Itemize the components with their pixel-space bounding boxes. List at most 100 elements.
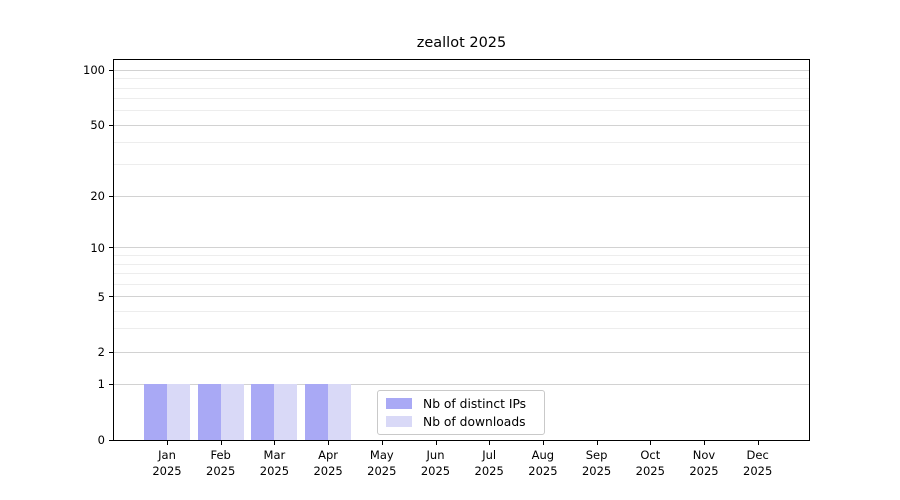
gridline-major-y-100 — [114, 69, 809, 71]
gridline-major-y-10 — [114, 247, 809, 249]
x-tick-month-nov: Nov — [692, 448, 716, 462]
x-tick-label-sep: Sep 2025 — [562, 447, 632, 479]
x-tick-label-may: May 2025 — [347, 447, 417, 479]
x-tick-year-jul: 2025 — [474, 464, 504, 478]
gridline-minor-y-70 — [114, 98, 809, 100]
gridline-minor-y-80 — [114, 87, 809, 89]
x-tick-month-apr: Apr — [318, 448, 339, 462]
x-tick-month-sep: Sep — [585, 448, 608, 462]
x-tick-label-nov: Nov 2025 — [669, 447, 739, 479]
x-tick-month-jun: Jun — [426, 448, 445, 462]
gridline-minor-y-3 — [114, 328, 809, 330]
gridline-minor-y-60 — [114, 110, 809, 112]
x-tick-label-aug: Aug 2025 — [508, 447, 578, 479]
legend-swatch-distinct-ips-icon — [386, 398, 412, 409]
x-tick-label-jun: Jun 2025 — [401, 447, 471, 479]
x-tick-oct — [650, 441, 652, 445]
x-tick-jun — [435, 441, 437, 445]
y-tick-label-5: 5 — [97, 289, 105, 304]
bar-downloads-apr — [328, 384, 352, 440]
gridline-major-y-1 — [114, 383, 809, 385]
chart-title: zeallot 2025 — [416, 35, 507, 51]
legend-item-distinct-ips: Nb of distinct IPs — [386, 397, 544, 411]
x-tick-label-apr: Apr 2025 — [293, 447, 363, 479]
x-tick-month-feb: Feb — [210, 448, 231, 462]
x-tick-label-dec: Dec 2025 — [723, 447, 793, 479]
y-tick-2 — [109, 351, 113, 353]
x-tick-may — [381, 441, 383, 445]
x-tick-year-mar: 2025 — [259, 464, 290, 478]
x-tick-apr — [328, 441, 330, 445]
x-tick-month-aug: Aug — [531, 448, 555, 462]
x-tick-label-oct: Oct 2025 — [615, 447, 685, 479]
x-tick-year-jun: 2025 — [420, 464, 451, 478]
gridline-minor-y-40 — [114, 142, 809, 144]
gridline-major-y-50 — [114, 124, 809, 126]
x-tick-year-feb: 2025 — [206, 464, 236, 478]
legend: Nb of distinct IPs Nb of downloads — [377, 390, 545, 435]
y-tick-20 — [109, 195, 113, 197]
x-tick-year-apr: 2025 — [313, 464, 343, 478]
x-tick-feb — [220, 441, 222, 445]
bar-distinct-ips-mar — [251, 384, 275, 440]
gridline-major-y-2 — [114, 351, 809, 353]
gridline-minor-y-9 — [114, 255, 809, 257]
x-tick-sep — [596, 441, 598, 445]
x-tick-jul — [489, 441, 491, 445]
x-tick-month-dec: Dec — [746, 448, 769, 462]
x-tick-year-aug: 2025 — [528, 464, 558, 478]
x-tick-mar — [274, 441, 276, 445]
plot-area — [113, 59, 810, 441]
legend-swatch-downloads-icon — [386, 416, 412, 427]
x-tick-month-oct: Oct — [640, 448, 661, 462]
y-tick-label-0: 0 — [97, 433, 105, 447]
x-tick-month-jan: Jan — [158, 448, 176, 462]
x-tick-month-jul: Jul — [482, 448, 497, 462]
x-tick-nov — [704, 441, 705, 445]
x-tick-jan — [167, 441, 168, 445]
legend-label-downloads: Nb of downloads — [423, 414, 526, 429]
x-tick-label-mar: Mar 2025 — [239, 447, 309, 479]
x-tick-aug — [542, 441, 544, 445]
x-tick-year-may: 2025 — [367, 464, 397, 478]
gridline-minor-y-4 — [114, 310, 809, 312]
gridline-minor-y-8 — [114, 263, 809, 265]
x-tick-label-jan: Jan 2025 — [132, 447, 202, 479]
gridline-minor-y-30 — [114, 164, 809, 166]
y-tick-label-50: 50 — [90, 118, 105, 133]
x-tick-year-sep: 2025 — [581, 464, 612, 478]
gridline-major-y-5 — [114, 296, 809, 297]
x-tick-year-nov: 2025 — [689, 464, 719, 478]
x-tick-dec — [757, 441, 759, 445]
y-tick-label-10: 10 — [90, 240, 105, 255]
gridline-minor-y-7 — [114, 272, 809, 274]
x-tick-label-jul: Jul 2025 — [454, 447, 524, 479]
y-tick-label-100: 100 — [83, 63, 105, 78]
legend-item-downloads: Nb of downloads — [386, 415, 544, 429]
gridline-minor-y-90 — [114, 78, 809, 80]
gridline-minor-y-6 — [114, 283, 809, 285]
y-tick-label-20: 20 — [90, 189, 105, 204]
gridline-major-y-20 — [114, 195, 809, 197]
bar-downloads-feb — [220, 384, 244, 440]
x-tick-year-oct: 2025 — [635, 464, 665, 478]
y-tick-1 — [109, 383, 113, 385]
y-tick-100 — [109, 69, 113, 71]
y-tick-label-1: 1 — [97, 377, 105, 392]
y-tick-50 — [109, 124, 113, 126]
bar-distinct-ips-feb — [197, 384, 221, 440]
x-tick-month-mar: Mar — [263, 448, 286, 462]
bar-distinct-ips-apr — [305, 384, 329, 440]
bar-downloads-mar — [274, 384, 298, 440]
y-tick-label-2: 2 — [97, 345, 105, 360]
bar-downloads-jan — [167, 384, 190, 440]
x-tick-year-jan: 2025 — [152, 464, 182, 478]
y-tick-0 — [109, 439, 113, 441]
bar-distinct-ips-jan — [144, 384, 167, 440]
y-tick-10 — [109, 247, 113, 249]
y-tick-5 — [109, 296, 113, 297]
legend-label-distinct-ips: Nb of distinct IPs — [423, 396, 527, 411]
x-tick-month-may: May — [369, 448, 394, 462]
x-tick-year-dec: 2025 — [743, 464, 773, 478]
